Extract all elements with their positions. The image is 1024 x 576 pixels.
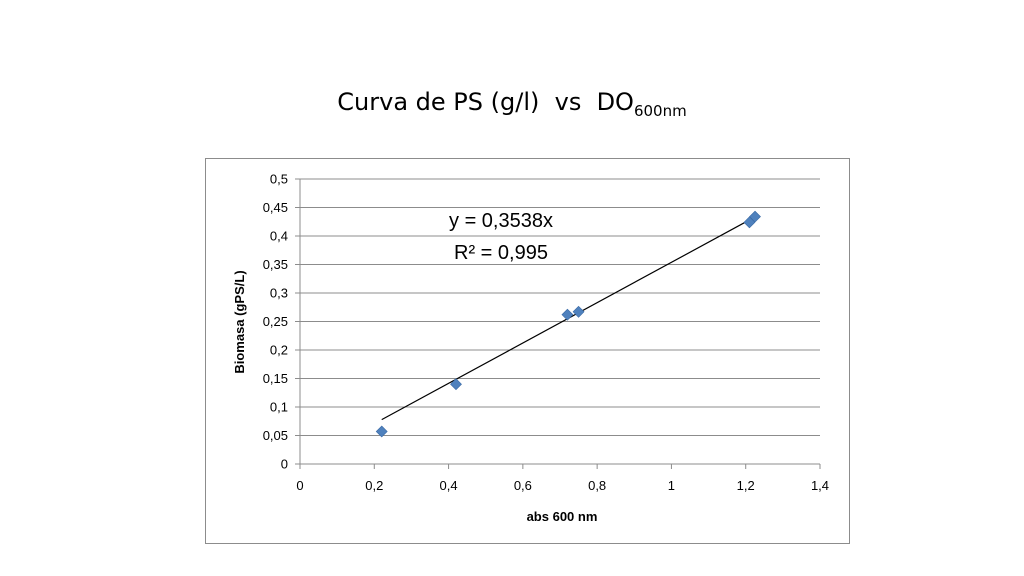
- y-tick-label: 0,35: [263, 257, 288, 272]
- gridlines: [300, 178, 820, 436]
- axes: [295, 178, 821, 469]
- y-tick-label: 0,3: [270, 286, 288, 301]
- y-tick-label: 0,25: [263, 314, 288, 329]
- slide-title-text: Curva de PS (g/l) vs DO: [337, 88, 634, 116]
- data-point: [375, 425, 388, 438]
- y-tick-label: 0,15: [263, 371, 288, 386]
- y-tick-label: 0: [281, 457, 288, 472]
- x-tick-labels: 0 0,2 0,4 0,6 0,8 1 1,2 1,4: [296, 478, 829, 493]
- y-tick-labels: 0 0,05 0,1 0,15 0,2 0,25 0,3 0,35 0,4 0,45 0,5: [263, 172, 288, 472]
- y-tick-label: 0,5: [270, 172, 288, 187]
- x-tick-label: 0,2: [365, 478, 383, 493]
- scatter-chart: 0 0,05 0,1 0,15 0,2 0,25 0,3 0,35 0,4 0,45 0,5 0 0,…: [232, 172, 829, 525]
- trendline-equation: y = 0,3538x: [449, 210, 553, 232]
- data-point: [450, 378, 462, 391]
- slide-title: Curva de PS (g/l) vs DO600nm: [0, 88, 1024, 120]
- trendline-r-squared: R² = 0,995: [454, 242, 548, 264]
- data-point: [561, 308, 574, 321]
- data-point: [749, 210, 761, 223]
- x-tick-label: 0: [296, 478, 303, 493]
- x-tick-label: 0,8: [588, 478, 606, 493]
- x-tick-label: 1,4: [811, 478, 829, 493]
- y-tick-label: 0,2: [270, 343, 288, 358]
- x-axis-title: abs 600 nm: [527, 509, 598, 524]
- x-tick-label: 1,2: [737, 478, 755, 493]
- y-tick-label: 0,05: [263, 428, 288, 443]
- y-tick-label: 0,1: [270, 400, 288, 415]
- slide-title-subscript: 600nm: [633, 102, 687, 120]
- y-axis-title: Biomasa (gPS/L): [232, 270, 247, 373]
- data-points: [375, 210, 761, 438]
- x-tick-label: 0,6: [514, 478, 532, 493]
- y-tick-label: 0,45: [263, 200, 288, 215]
- x-tick-label: 0,4: [440, 478, 458, 493]
- x-tick-label: 1: [668, 478, 675, 493]
- y-tick-label: 0,4: [270, 229, 288, 244]
- chart-area: 0 0,05 0,1 0,15 0,2 0,25 0,3 0,35 0,4 0,45 0,5 0 0,…: [205, 158, 850, 544]
- data-point: [572, 305, 585, 318]
